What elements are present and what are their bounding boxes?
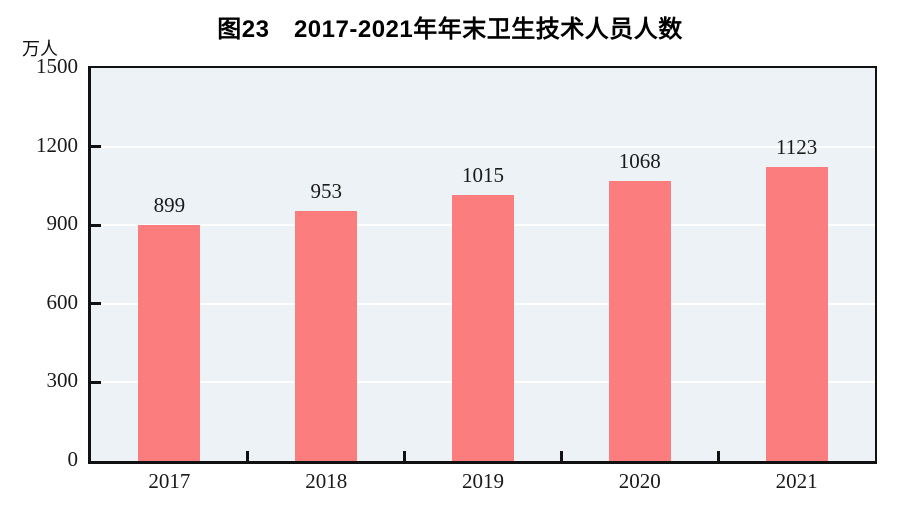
bar-value-label: 953: [310, 179, 342, 204]
bar-value-label: 1015: [462, 163, 504, 188]
bar-2020: [608, 181, 671, 461]
y-axis-tick: [91, 223, 101, 227]
x-axis-labels: 2017 2018 2019 2020 2021: [91, 469, 875, 494]
y-axis-tick-label: 1500: [36, 54, 78, 78]
bar-value-label: 1068: [618, 149, 661, 174]
y-axis-tick-label: 300: [46, 368, 79, 393]
bar-value-label: 1123: [775, 134, 818, 159]
x-axis-label: 2021: [775, 469, 818, 493]
y-axis-tick-label: 1200: [36, 132, 78, 157]
y-axis-tick-label: 900: [46, 211, 79, 236]
y-axis-labels: 0 300 600 900 1200 1500: [0, 54, 82, 471]
x-axis-label: 2019: [461, 469, 504, 493]
y-axis-tick-label: 0: [67, 447, 79, 471]
x-axis-tick: [403, 451, 407, 461]
x-axis-tick: [246, 451, 250, 461]
bar-value-label: 899: [153, 193, 186, 218]
plot-area: 899 953 1015 1068 1123: [88, 66, 877, 464]
x-axis-label: 2018: [305, 469, 348, 493]
x-axis-label: 2017: [148, 469, 191, 493]
x-axis-tick: [716, 451, 720, 461]
chart-title: 图23 2017-2021年年末卫生技术人员人数: [217, 16, 683, 43]
x-axis-tick: [559, 451, 563, 461]
bar-2017: [138, 225, 201, 461]
bar-2019: [452, 195, 514, 461]
gridline: [91, 145, 875, 148]
x-axis-label: 2020: [618, 469, 661, 493]
bar-2018: [295, 211, 358, 461]
y-axis-tick: [91, 380, 101, 384]
bar-2021: [765, 166, 828, 461]
y-axis-tick: [91, 145, 101, 149]
y-axis-tick: [91, 302, 101, 306]
y-axis-tick-label: 600: [46, 289, 79, 314]
y-axis-unit-label: 万人: [22, 39, 58, 59]
